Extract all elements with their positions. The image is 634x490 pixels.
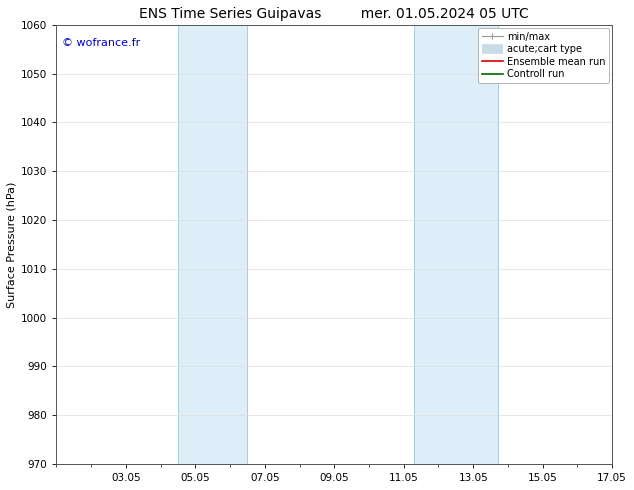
Bar [414, 25, 498, 464]
Legend: min/max, acute;cart type, Ensemble mean run, Controll run: min/max, acute;cart type, Ensemble mean … [477, 28, 609, 83]
Bar [178, 25, 247, 464]
Title: ENS Time Series Guipavas         mer. 01.05.2024 05 UTC: ENS Time Series Guipavas mer. 01.05.2024… [139, 7, 529, 21]
Text: © wofrance.fr: © wofrance.fr [62, 38, 140, 48]
Y-axis label: Surface Pressure (hPa): Surface Pressure (hPa) [7, 181, 17, 308]
